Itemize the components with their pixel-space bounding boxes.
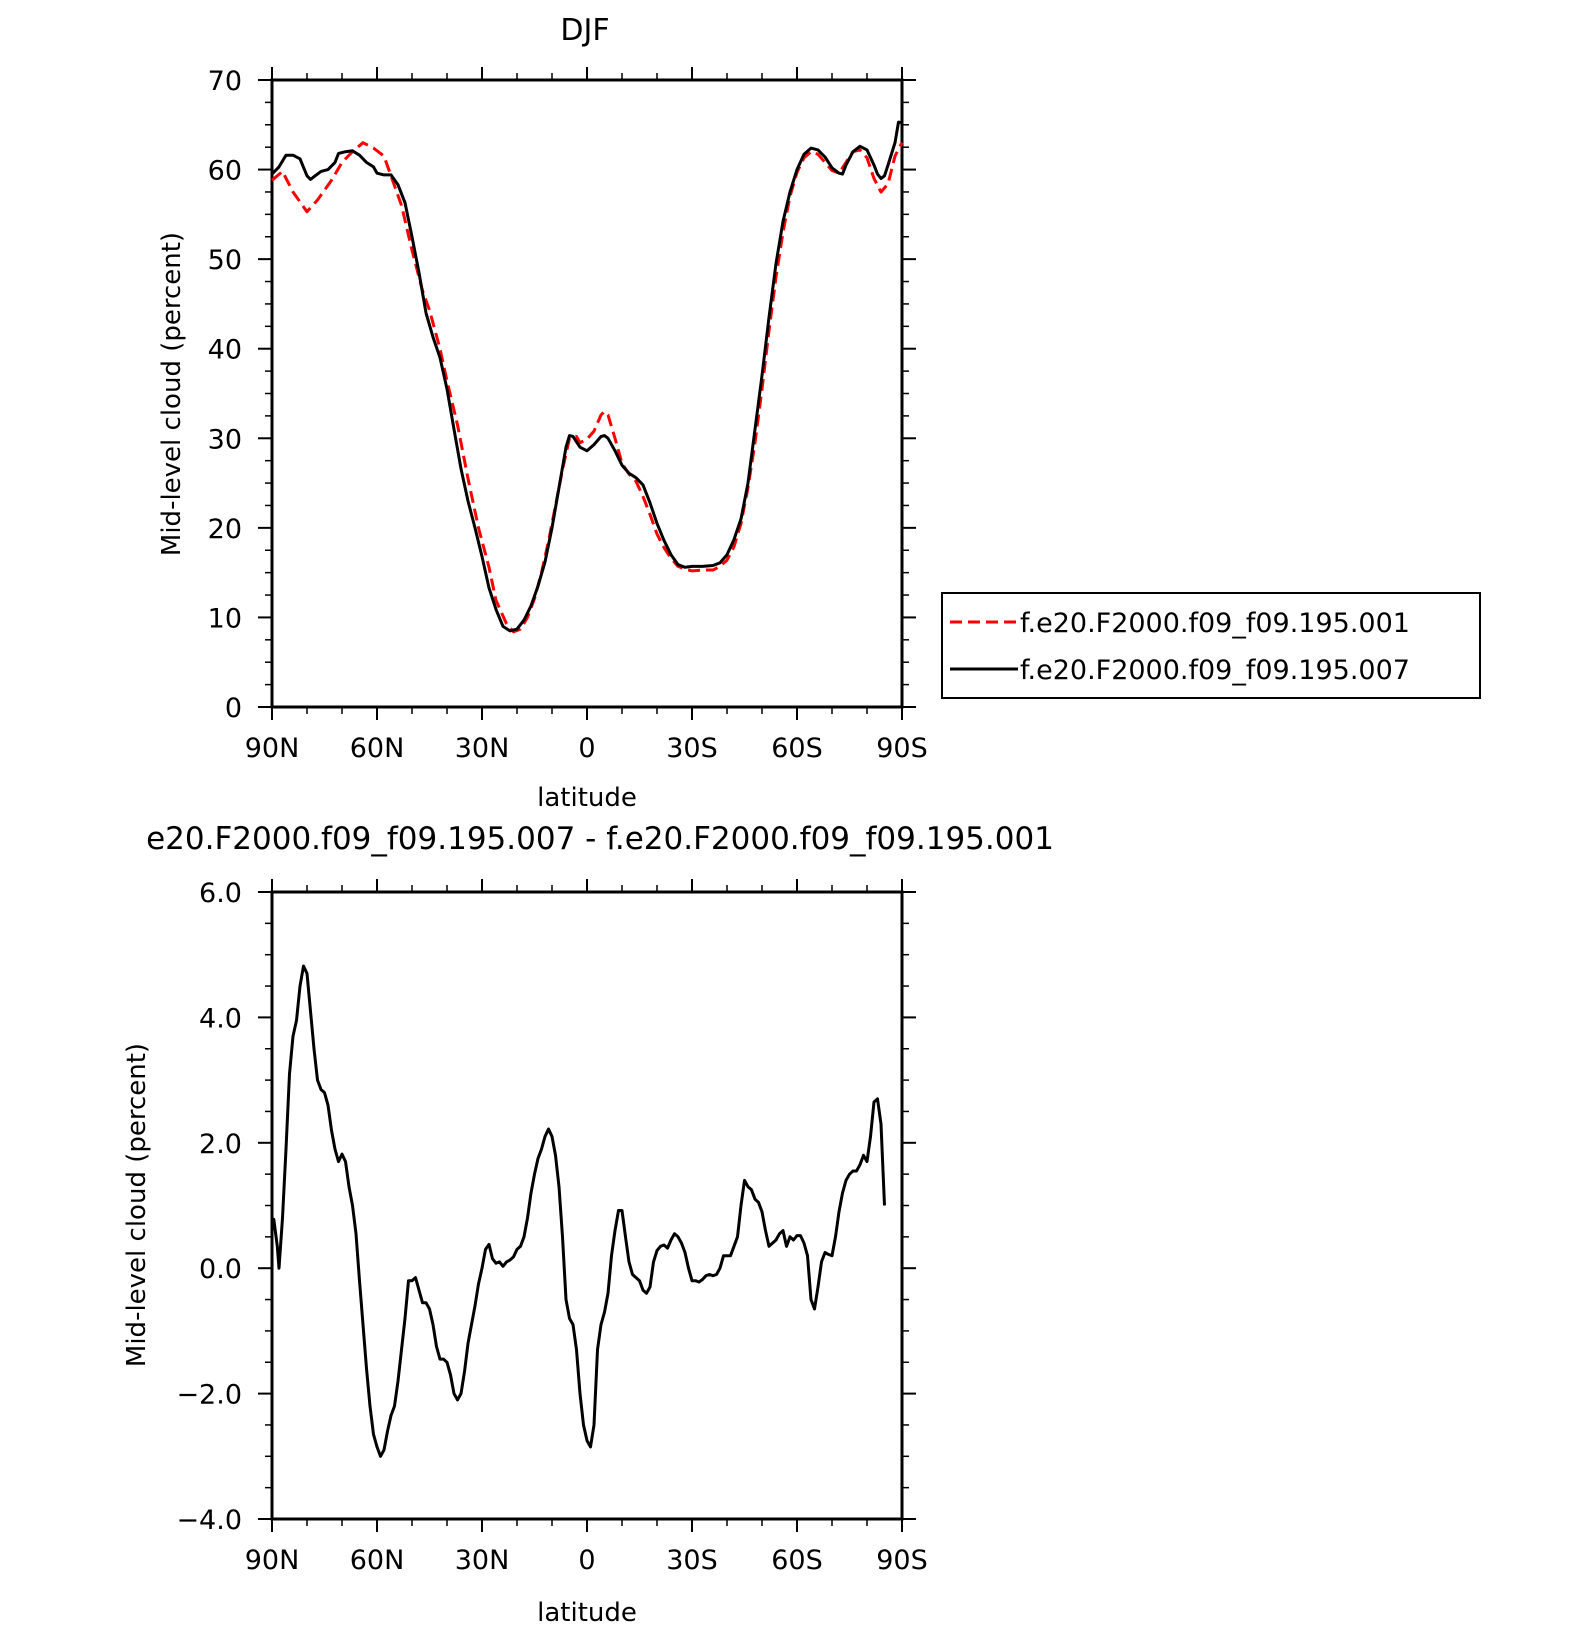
x-tick-label: 30S [666, 1545, 718, 1576]
x-tick-label: 30N [455, 1545, 510, 1576]
legend: f.e20.F2000.f09_f09.195.001 f.e20.F2000.… [941, 592, 1481, 699]
x-tick-label: 90S [876, 733, 928, 764]
top-x-tick-labels: 90N 60N 30N 0 30S 60S 90S [245, 733, 928, 764]
y-tick-label: 50 [208, 245, 242, 276]
x-tick-label: 60N [350, 1545, 405, 1576]
top-y-tick-labels: 0 10 20 30 40 50 60 70 [208, 66, 242, 724]
y-tick-label: 30 [208, 424, 242, 455]
top-series-lines [270, 120, 904, 634]
bottom-axis-ticks [258, 879, 916, 1532]
top-axis-ticks [258, 67, 916, 720]
x-tick-label: 0 [578, 733, 595, 764]
x-tick-label: 90S [876, 1545, 928, 1576]
y-tick-label: 70 [208, 66, 242, 97]
bottom-y-axis-label: Mid-level cloud (percent) [122, 1043, 152, 1367]
legend-box [941, 592, 1481, 699]
y-tick-label: 6.0 [199, 878, 242, 909]
top-chart-title: DJF [560, 13, 609, 48]
x-tick-label: 90N [245, 733, 300, 764]
bottom-plot-frame [270, 890, 904, 1521]
top-x-axis-label: latitude [537, 783, 637, 813]
bottom-x-axis-label: latitude [537, 1598, 637, 1628]
series-line-0 [271, 141, 904, 634]
y-tick-label: 60 [208, 156, 242, 187]
x-tick-label: 60S [771, 733, 823, 764]
top-plot-frame [270, 78, 904, 709]
top-y-axis-label: Mid-level cloud (percent) [157, 232, 187, 556]
y-tick-label: −4.0 [176, 1505, 242, 1536]
legend-label-001: f.e20.F2000.f09_f09.195.001 [1020, 608, 1410, 639]
bottom-chart-title: e20.F2000.f09_f09.195.007 - f.e20.F2000.… [146, 821, 1054, 857]
bottom-y-tick-labels: −4.0 −2.0 0.0 2.0 4.0 6.0 [176, 878, 242, 1536]
y-tick-label: 4.0 [199, 1003, 242, 1034]
y-tick-label: 0.0 [199, 1254, 242, 1285]
series-line-1 [270, 120, 903, 633]
bottom-chart: e20.F2000.f09_f09.195.007 - f.e20.F2000.… [122, 821, 1054, 1628]
legend-label-007: f.e20.F2000.f09_f09.195.007 [1020, 655, 1410, 686]
y-tick-label: 20 [208, 514, 242, 545]
y-tick-label: 2.0 [199, 1129, 242, 1160]
x-tick-label: 60S [771, 1545, 823, 1576]
x-tick-label: 30S [666, 733, 718, 764]
bottom-x-tick-labels: 90N 60N 30N 0 30S 60S 90S [245, 1545, 928, 1576]
y-tick-label: 10 [208, 603, 242, 634]
series-line-0 [270, 964, 886, 1458]
x-tick-label: 60N [350, 733, 405, 764]
top-chart: DJF 90N 60N 30N 0 30S 60S 90S 010203040506070 … [157, 13, 1481, 813]
x-tick-label: 0 [578, 1545, 595, 1576]
y-tick-label: −2.0 [176, 1380, 242, 1411]
bottom-series-lines [270, 964, 886, 1458]
x-tick-label: 90N [245, 1545, 300, 1576]
y-tick-label: 40 [208, 335, 242, 366]
x-tick-label: 30N [455, 733, 510, 764]
y-tick-label: 0 [225, 693, 242, 724]
